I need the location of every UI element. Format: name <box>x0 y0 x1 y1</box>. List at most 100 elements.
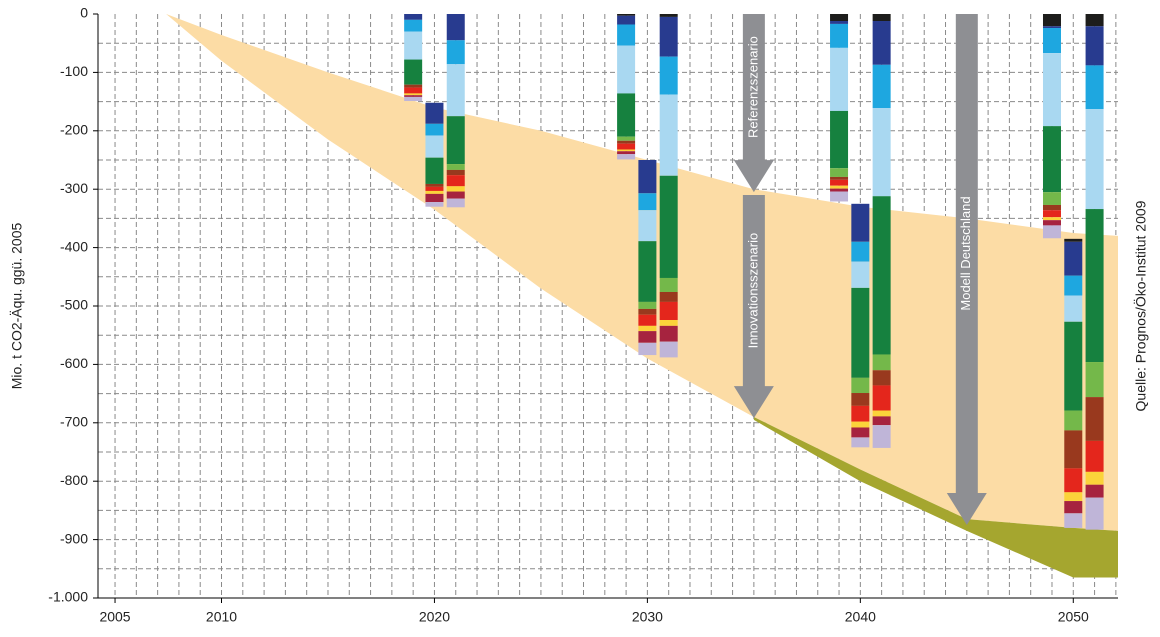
bar-segment <box>851 437 870 448</box>
x-tick-label: 2010 <box>206 609 237 625</box>
bar-segment <box>638 325 657 332</box>
bar-segment <box>830 14 849 22</box>
bar-segment <box>638 314 657 326</box>
source-note: Quelle: Prognos/Öko-Institut 2009 <box>1132 200 1149 411</box>
bar-segment <box>425 123 444 136</box>
bar-segment <box>446 164 465 170</box>
bar-segment <box>638 160 657 194</box>
bar-segment <box>830 176 849 180</box>
x-tick-label: 2030 <box>632 609 663 625</box>
bar-segment <box>638 210 657 242</box>
bar-segment <box>1085 26 1104 66</box>
bar-segment <box>446 14 465 41</box>
bar-segment <box>1085 440 1104 472</box>
bar-segment <box>659 175 678 278</box>
bar-segment <box>1085 209 1104 363</box>
bar-segment <box>872 21 891 65</box>
arrow-label: Innovationsszenario <box>745 233 760 349</box>
y-tick-label: -200 <box>60 122 88 138</box>
bar-segment <box>404 93 423 96</box>
bar-segment <box>830 21 849 24</box>
bar-segment <box>830 191 849 202</box>
bar-segment <box>872 64 891 109</box>
bar-segment <box>830 23 849 48</box>
arrow-label: Modell Deutschland <box>958 196 973 310</box>
bar-segment <box>425 183 444 187</box>
bar-segment <box>659 16 678 57</box>
bar-segment <box>1064 501 1083 514</box>
bar-segment <box>1042 204 1061 211</box>
bar-segment <box>1085 109 1104 210</box>
bar-segment <box>659 320 678 326</box>
bar-segment <box>872 385 891 411</box>
bar-segment <box>1085 484 1104 498</box>
bar-segment <box>851 241 870 262</box>
bar-segment <box>446 40 465 65</box>
bar-segment <box>830 47 849 111</box>
bar-segment <box>638 308 657 315</box>
bar-segment <box>425 193 444 203</box>
bar-segment <box>1042 26 1061 29</box>
bar-segment <box>1064 430 1083 469</box>
bar-segment <box>404 84 423 88</box>
bar-segment <box>1042 217 1061 221</box>
bar-segment <box>1064 513 1083 528</box>
bar-segment <box>659 94 678 176</box>
y-tick-label: -500 <box>60 297 88 313</box>
x-tick-label: 2050 <box>1058 609 1089 625</box>
bar-segment <box>425 135 444 158</box>
bar-segment <box>404 19 423 32</box>
bar-segment <box>830 168 849 177</box>
bar-segment <box>1042 14 1061 27</box>
bar-segment <box>1085 397 1104 441</box>
bar-segment <box>1042 53 1061 127</box>
bar-segment <box>659 301 678 321</box>
bar-segment <box>659 277 678 292</box>
bar-segment <box>425 186 444 191</box>
bar-segment <box>446 198 465 208</box>
y-tick-label: -100 <box>60 63 88 79</box>
bar-segment <box>617 149 636 152</box>
bar-segment <box>617 14 636 16</box>
y-tick-label: 0 <box>80 5 88 21</box>
bar-segment <box>1064 241 1083 276</box>
bar-segment <box>617 45 636 94</box>
bar-segment <box>851 377 870 394</box>
x-tick-label: 2040 <box>845 609 876 625</box>
bar-segment <box>617 143 636 150</box>
arrow: Referenzszenario <box>733 14 774 193</box>
x-tick-label: 2005 <box>99 609 130 625</box>
bar-segment <box>404 95 423 97</box>
bar-segment <box>851 261 870 288</box>
bar-segment <box>1064 295 1083 322</box>
bar-segment <box>425 157 444 184</box>
bar-segment <box>446 186 465 192</box>
bar-segment <box>851 405 870 422</box>
arrow-label: Referenzszenario <box>745 36 760 138</box>
bar-segment <box>872 354 891 371</box>
arrow: Innovationsszenario <box>733 195 774 419</box>
y-tick-label: -400 <box>60 238 88 254</box>
bar-segment <box>1064 275 1083 296</box>
bar-segment <box>446 64 465 117</box>
bar-segment <box>1085 362 1104 398</box>
area <box>753 416 1118 578</box>
bar-segment <box>404 87 423 94</box>
bar-segment <box>404 14 423 20</box>
y-tick-label: -900 <box>60 530 88 546</box>
bar-segment <box>1042 210 1061 218</box>
bar-segment <box>1085 471 1104 485</box>
bar-segment <box>1042 126 1061 193</box>
bar-segment <box>446 116 465 165</box>
arrow-shape <box>733 195 774 419</box>
bar-segment <box>404 31 423 60</box>
bar-segment <box>872 196 891 355</box>
arrow: Modell Deutschland <box>946 14 987 525</box>
bar-segment <box>1042 192 1061 205</box>
y-tick-label: -1.000 <box>48 589 88 605</box>
bar-segment <box>851 427 870 438</box>
bar-segment <box>830 185 849 189</box>
y-tick-label: -600 <box>60 355 88 371</box>
bar-segment <box>851 203 870 242</box>
